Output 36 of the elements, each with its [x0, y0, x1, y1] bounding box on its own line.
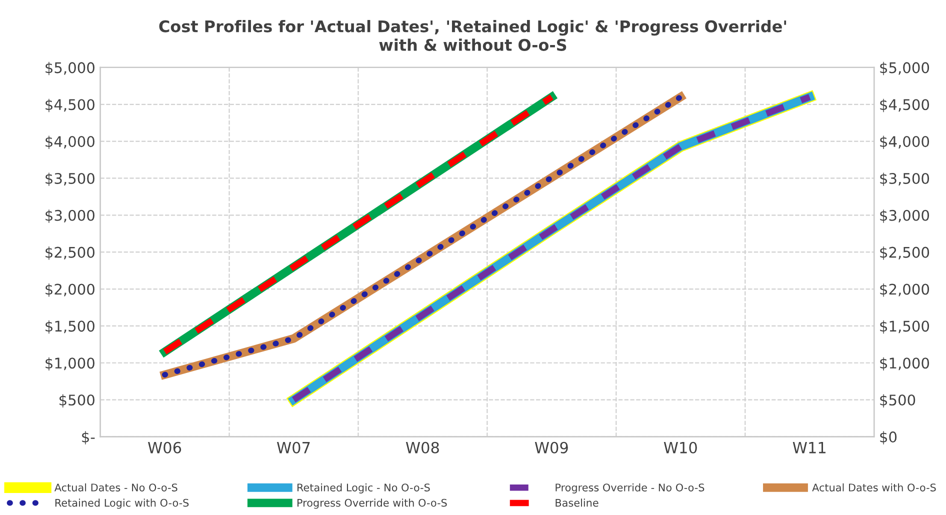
y-tick-label: $-	[82, 431, 95, 444]
y2-tick-label: $0	[880, 431, 897, 444]
y2-tick-label: $500	[880, 394, 916, 408]
y2-tick-label: $4,500	[880, 98, 930, 112]
chart-title: Cost Profiles for 'Actual Dates', 'Retained Logic' & 'Progress Override' with & without O-o-S	[159, 20, 786, 51]
y-tick-label: $5,000	[46, 62, 94, 76]
legend-label: Baseline	[556, 498, 598, 507]
x-tick-label: W11	[792, 442, 826, 454]
y2-tick-label: $2,000	[880, 283, 930, 297]
y-tick-label: $2,000	[46, 283, 94, 297]
legend-label: Progress Override with O-o-S	[297, 498, 447, 509]
legend-label: Retained Logic - No O-o-S	[297, 483, 430, 494]
y2-tick-label: $4,000	[880, 136, 930, 149]
y2-tick-label: $3,500	[880, 172, 930, 186]
y2-tick-label: $3,000	[880, 210, 930, 223]
y2-tick-label: $1,000	[880, 357, 930, 371]
x-tick-label: W07	[276, 442, 310, 454]
y-tick-label: $1,500	[46, 320, 94, 334]
legend-label: Progress Override - No O-o-S	[556, 483, 704, 494]
x-tick-label: W08	[406, 442, 439, 454]
x-tick-label: W10	[664, 442, 697, 454]
legend-label: Actual Dates - No O-o-S	[54, 483, 178, 492]
x-tick-label: W06	[148, 442, 182, 454]
y-tick-label: $4,500	[46, 98, 94, 112]
y-tick-label: $3,500	[46, 172, 94, 186]
y-tick-label: $1,000	[46, 357, 94, 371]
legend-label: Retained Logic with O-o-S	[55, 498, 189, 509]
y2-tick-label: $1,500	[880, 320, 930, 334]
y-tick-label: $2,500	[46, 246, 94, 260]
y2-tick-label: $5,000	[880, 62, 930, 76]
y-tick-label: $500	[60, 394, 94, 408]
legend-label: Actual Dates with O-o-S	[812, 483, 936, 492]
y-tick-label: $3,000	[46, 210, 94, 223]
x-tick-label: W09	[534, 442, 568, 454]
y2-tick-label: $2,500	[880, 246, 930, 260]
y-tick-label: $4,000	[46, 136, 94, 149]
